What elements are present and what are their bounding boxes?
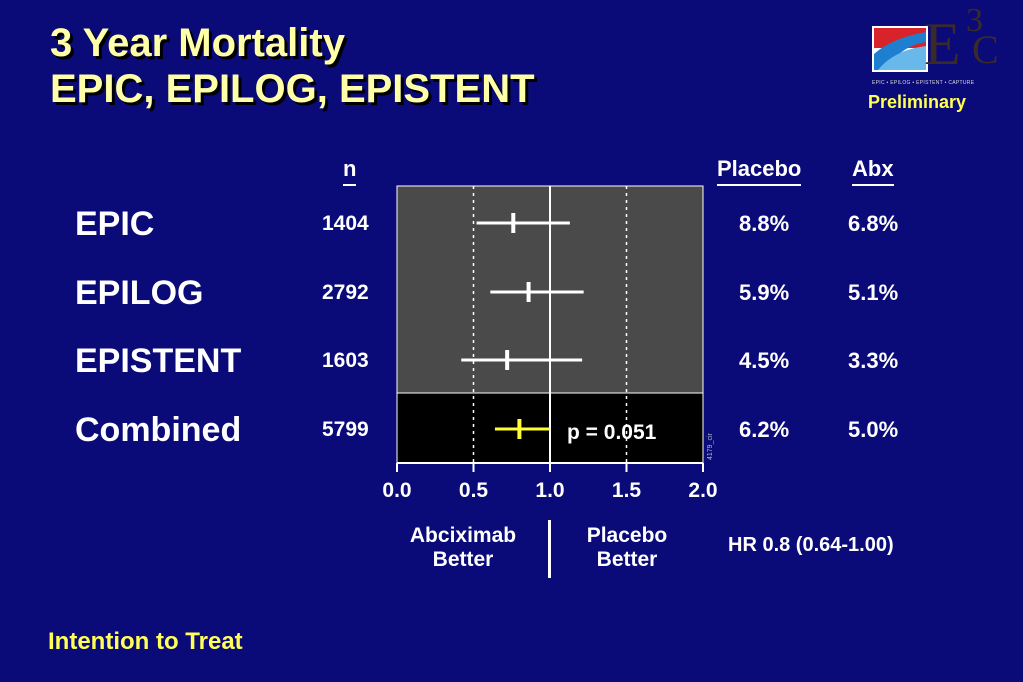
logo-superscript: 3 [966, 2, 983, 39]
placebo-value-combined: 6.2% [739, 417, 790, 442]
p-value-annotation: p = 0.051 [567, 421, 657, 444]
trial-n-epilog: 2792 [322, 281, 369, 304]
placebo-value-epistent: 4.5% [739, 348, 790, 373]
abx-value-epilog: 5.1% [848, 280, 899, 305]
trial-n-combined: 5799 [322, 418, 369, 441]
placebo-better-line-2: Better [596, 548, 658, 571]
x-tick-label-1-5: 1.5 [612, 479, 642, 502]
x-tick-label-1-0: 1.0 [535, 479, 564, 502]
abx-value-epistent: 3.3% [848, 348, 899, 373]
intention-to-treat-footer: Intention to Treat [48, 628, 243, 655]
x-tick-label-2-0: 2.0 [688, 479, 717, 502]
abx-column-header: Abx [852, 156, 894, 186]
abciximab-better-label: Abciximab Better [388, 524, 538, 572]
logo-letter-e: E [924, 11, 961, 77]
placebo-better-line-1: Placebo [586, 524, 668, 547]
x-tick-label-0-5: 0.5 [459, 479, 489, 502]
placebo-column-header: Placebo [717, 156, 802, 186]
placebo-better-label: Placebo Better [562, 524, 692, 572]
slide-title: 3 Year Mortality EPIC, EPILOG, EPISTENT [50, 20, 535, 112]
e3c-logo: E 3 C EPIC • EPILOG • EPISTENT • CAPTURE [872, 2, 1008, 92]
watermark-text: 4179_cir [707, 432, 714, 460]
x-tick-label-0-0: 0.0 [382, 479, 411, 502]
title-line-1: 3 Year Mortality [50, 21, 345, 65]
title-line-2: EPIC, EPILOG, EPISTENT [50, 67, 535, 111]
wave-emblem-icon [872, 26, 928, 72]
n-column-header: n [343, 156, 357, 186]
trial-label-combined: Combined [75, 411, 242, 449]
preliminary-label: Preliminary [868, 92, 967, 112]
abciximab-better-line-2: Better [432, 548, 494, 571]
trial-label-epistent: EPISTENT [75, 342, 242, 380]
trial-label-epilog: EPILOG [75, 274, 204, 312]
direction-divider [548, 520, 551, 578]
abx-value-combined: 5.0% [848, 417, 899, 442]
abciximab-better-line-1: Abciximab [409, 524, 517, 547]
trial-label-epic: EPIC [75, 205, 155, 243]
trial-n-epistent: 1603 [322, 349, 369, 372]
logo-letter-c: C [972, 27, 999, 72]
logo-tagline: EPIC • EPILOG • EPISTENT • CAPTURE [872, 80, 975, 86]
placebo-value-epilog: 5.9% [739, 280, 790, 305]
hazard-ratio-summary: HR 0.8 (0.64-1.00) [728, 534, 894, 556]
placebo-value-epic: 8.8% [739, 211, 790, 236]
abx-value-epic: 6.8% [848, 211, 899, 236]
trial-n-epic: 1404 [322, 212, 369, 235]
